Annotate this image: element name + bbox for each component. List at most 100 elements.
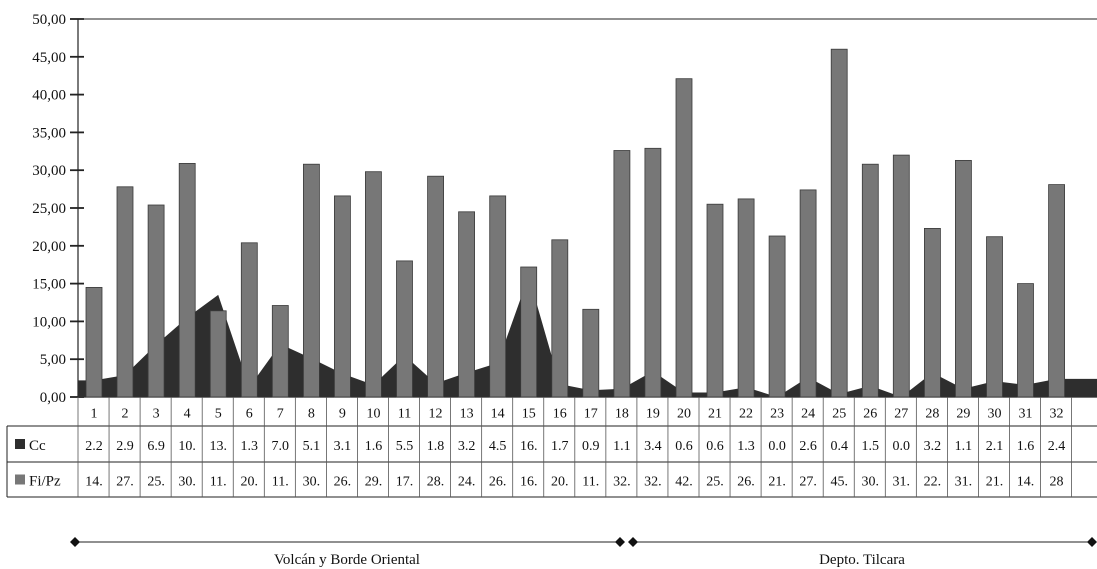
y-tick-label: 20,00 (32, 239, 66, 255)
legend-swatch-fipz (15, 474, 25, 485)
x-tick-label: 24 (801, 407, 815, 422)
fipz-bar (551, 239, 569, 398)
fipz-value-label: 27. (116, 475, 134, 490)
fipz-value-label: 17. (396, 475, 414, 490)
group-label-tilcara: Depto. Tilcara (819, 552, 905, 568)
x-tick-label: 15 (522, 407, 536, 422)
cc-value-label: 1.5 (862, 439, 880, 454)
group-brackets: Volcán y Borde Oriental Depto. Tilcara (70, 537, 1097, 568)
x-tick-label: 5 (215, 407, 222, 422)
x-tick-label: 13 (460, 407, 474, 422)
x-tick-label: 25 (832, 407, 846, 422)
fipz-value-label: 21. (986, 475, 1004, 490)
x-tick-label: 26 (863, 407, 877, 422)
y-tick-label: 10,00 (32, 314, 66, 330)
fipz-bar (458, 211, 476, 398)
fipz-value-label: 11. (210, 475, 227, 490)
cc-value-label: 3.1 (334, 439, 352, 454)
cc-value-label: 3.2 (924, 439, 942, 454)
cc-value-label: 1.8 (427, 439, 445, 454)
x-tick-label: 18 (615, 407, 629, 422)
x-tick-label: 10 (366, 407, 380, 422)
fipz-value-label: 32. (644, 475, 662, 490)
fipz-value-label: 30. (862, 475, 880, 490)
fipz-value-label: 31. (893, 475, 911, 490)
cc-value-label: 0.6 (706, 439, 724, 454)
y-tick-label: 40,00 (32, 88, 66, 104)
fipz-value-label: 28 (1050, 475, 1064, 490)
y-tick-label: 25,00 (32, 201, 66, 217)
fipz-bar (737, 198, 755, 398)
cc-value-label: 1.6 (365, 439, 383, 454)
fipz-bar (644, 147, 662, 398)
cc-value-label: 4.5 (489, 439, 507, 454)
cc-value-label: 2.2 (85, 439, 103, 454)
cc-value-label: 2.6 (799, 439, 817, 454)
cc-value-label: 0.9 (582, 439, 600, 454)
x-tick-label: 27 (894, 407, 908, 422)
cc-value-label: 0.4 (830, 439, 848, 454)
y-tick-label: 30,00 (32, 163, 66, 179)
fipz-value-label: 25. (147, 475, 165, 490)
x-tick-label: 23 (770, 407, 784, 422)
legend-label-fipz: Fi/Pz (29, 474, 61, 490)
fipz-value-label: 45. (830, 475, 848, 490)
fipz-bar (520, 266, 538, 398)
fipz-bar (768, 235, 786, 398)
cc-value-label: 7.0 (272, 439, 290, 454)
x-tick-label: 17 (584, 407, 598, 422)
cc-value-label: 16. (520, 439, 538, 454)
fipz-value-label: 30. (303, 475, 321, 490)
x-tick-label: 28 (925, 407, 939, 422)
diamond-marker (615, 537, 625, 547)
fipz-bar (364, 171, 382, 398)
fipz-value-label: 27. (799, 475, 817, 490)
data-table: 1 2 3 4 5 6 7 8 9 10 11 12 13 14 15 16 17 18 19 20 21 22 23 24 2… (6, 397, 1097, 498)
x-tick-label: 2 (122, 407, 129, 422)
x-tick-label: 19 (646, 407, 660, 422)
fipz-value-label: 30. (178, 475, 196, 490)
x-tick-label: 31 (1019, 407, 1033, 422)
fipz-value-label: 42. (675, 475, 693, 490)
x-tick-label: 12 (429, 407, 443, 422)
cc-value-label: 10. (178, 439, 196, 454)
fipz-bar (147, 204, 165, 398)
fipz-bar (706, 203, 724, 398)
cc-value-label: 13. (209, 439, 227, 454)
y-tick-label: 45,00 (32, 50, 66, 66)
fipz-value-label: 26. (737, 475, 755, 490)
diamond-marker (1087, 537, 1097, 547)
fipz-bar (489, 195, 507, 398)
fipz-bar (986, 236, 1003, 398)
fipz-value-label: 29. (365, 475, 383, 490)
fipz-bar (861, 163, 879, 398)
fipz-bar (924, 227, 941, 398)
cc-value-label: 2.9 (116, 439, 134, 454)
fipz-value-label: 11. (582, 475, 599, 490)
fipz-value-label: 26. (489, 475, 507, 490)
cc-value-label: 1.1 (955, 439, 973, 454)
x-tick-label: 4 (184, 407, 191, 422)
cc-value-label: 3.2 (458, 439, 476, 454)
x-tick-label: 8 (308, 407, 315, 422)
x-tick-label: 7 (277, 407, 284, 422)
x-tick-label: 30 (987, 407, 1001, 422)
chart-axes: 0,00 5,00 10,00 15,00 20,00 25,00 30,00 35,00 40… (32, 12, 1097, 406)
fipz-bar (333, 195, 351, 398)
fipz-value-label: 31. (955, 475, 973, 490)
fipz-bar (582, 308, 600, 398)
legend-swatch-cc (15, 439, 25, 449)
x-tick-label: 9 (339, 407, 346, 422)
fipz-bar (1048, 184, 1065, 398)
cc-value-label: 0.0 (893, 439, 911, 454)
fipz-value-label: 14. (1017, 475, 1035, 490)
cc-value-label: 1.1 (613, 439, 631, 454)
cc-value-label: 0.0 (768, 439, 786, 454)
fipz-bar (675, 78, 693, 398)
cc-value-label: 6.9 (147, 439, 165, 454)
fipz-value-label: 22. (924, 475, 942, 490)
series-fipz-bars (85, 48, 1065, 398)
fipz-bar (209, 310, 227, 398)
fipz-value-label: 26. (334, 475, 352, 490)
fipz-bar (240, 242, 258, 398)
